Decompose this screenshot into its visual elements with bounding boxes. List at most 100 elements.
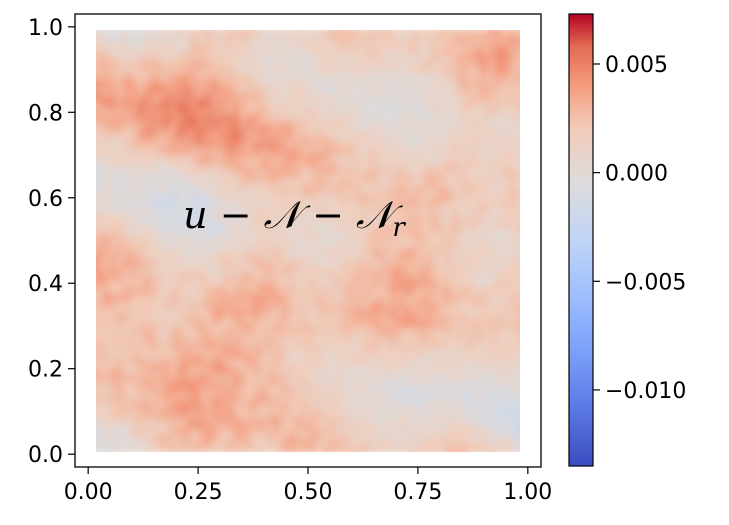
heatmap-cell [308, 240, 316, 248]
heatmap-cell [136, 380, 144, 389]
heatmap-cell [266, 133, 275, 141]
heatmap-cell [500, 340, 508, 348]
heatmap-cell [479, 420, 488, 429]
heatmap-cell [390, 247, 398, 255]
heatmap-cell [459, 273, 467, 282]
heatmap-cell [376, 106, 385, 115]
heatmap-cell [115, 133, 124, 141]
heatmap-cell [239, 200, 247, 208]
heatmap-cell [273, 247, 282, 255]
heatmap-cell [479, 400, 488, 409]
heatmap-cell [170, 367, 179, 375]
heatmap-cell [294, 126, 302, 135]
heatmap-cell [88, 34, 95, 41]
heatmap-cell [287, 260, 295, 268]
heatmap-cell [472, 260, 481, 268]
heatmap-cell [184, 414, 192, 422]
heatmap-cell [259, 414, 268, 422]
heatmap-cell [198, 180, 206, 188]
heatmap-cell [314, 213, 323, 222]
heatmap-cell [129, 293, 137, 302]
heatmap-cell [445, 80, 453, 88]
heatmap-cell [115, 427, 124, 435]
heatmap-cell [177, 180, 185, 188]
heatmap-cell [246, 100, 254, 108]
heatmap-cell [383, 126, 392, 135]
heatmap-cell [369, 273, 378, 282]
heatmap-cell [204, 126, 213, 135]
heatmap-cell [383, 30, 392, 35]
heatmap-cell [342, 387, 350, 395]
heatmap-cell [294, 40, 302, 48]
heatmap-cell [500, 333, 508, 342]
heatmap-cell [198, 40, 206, 48]
heatmap-cell [397, 53, 405, 61]
heatmap-cell [115, 240, 124, 248]
heatmap-cell [390, 120, 398, 128]
heatmap-cell [232, 320, 240, 328]
heatmap-cell [369, 220, 378, 228]
heatmap-cell [362, 247, 371, 255]
heatmap-cell [225, 213, 234, 222]
heatmap-cell [431, 347, 440, 355]
heatmap-cell [259, 86, 268, 95]
heatmap-cell [156, 380, 165, 389]
heatmap-cell [445, 400, 453, 409]
heatmap-cell [383, 40, 392, 48]
heatmap-cell [184, 113, 192, 121]
heatmap-cell [211, 227, 220, 235]
heatmap-cell [342, 447, 350, 452]
heatmap-cell [376, 320, 385, 328]
heatmap-cell [397, 327, 405, 335]
heatmap-cell [266, 427, 275, 435]
heatmap-cell [500, 233, 508, 242]
heatmap-cell [376, 273, 385, 282]
heatmap-cell [266, 360, 275, 368]
heatmap-cell [514, 86, 520, 95]
heatmap-cell [280, 287, 288, 295]
heatmap-cell [521, 361, 528, 368]
heatmap-cell [273, 427, 282, 435]
heatmap-cell [390, 126, 398, 135]
heatmap-cell [115, 400, 124, 409]
heatmap-cell [328, 267, 337, 275]
heatmap-cell [465, 187, 474, 195]
heatmap-cell [177, 287, 185, 295]
heatmap-cell [204, 120, 213, 128]
heatmap-cell [521, 214, 528, 221]
heatmap-cell [239, 60, 247, 68]
heatmap-cell [273, 293, 282, 302]
heatmap-cell [321, 126, 330, 135]
heatmap-cell [308, 233, 316, 242]
heatmap-cell [349, 300, 357, 308]
heatmap-cell [287, 447, 295, 452]
heatmap-cell [404, 126, 412, 135]
heatmap-cell [493, 354, 501, 362]
heatmap-cell [356, 313, 364, 322]
heatmap-cell [96, 400, 103, 409]
heatmap-cell [417, 340, 426, 348]
heatmap-cell [349, 140, 357, 148]
heatmap-cell [500, 394, 508, 402]
heatmap-cell [156, 106, 165, 115]
heatmap-cell [362, 200, 371, 208]
heatmap-cell [239, 420, 247, 429]
heatmap-cell [177, 333, 185, 342]
heatmap-cell [521, 194, 528, 201]
heatmap-cell [349, 267, 357, 275]
heatmap-cell [321, 133, 330, 141]
heatmap-cell [486, 320, 495, 328]
heatmap-cell [376, 167, 385, 175]
heatmap-cell [177, 280, 185, 288]
heatmap-cell [376, 247, 385, 255]
heatmap-cell [445, 173, 453, 182]
heatmap-cell [204, 200, 213, 208]
heatmap-cell [239, 160, 247, 168]
heatmap-cell [362, 100, 371, 108]
heatmap-cell [417, 220, 426, 228]
heatmap-cell [301, 360, 309, 368]
heatmap-cell [404, 267, 412, 275]
heatmap-cell [349, 167, 357, 175]
heatmap-cell [328, 360, 337, 368]
heatmap-cell [500, 180, 508, 188]
